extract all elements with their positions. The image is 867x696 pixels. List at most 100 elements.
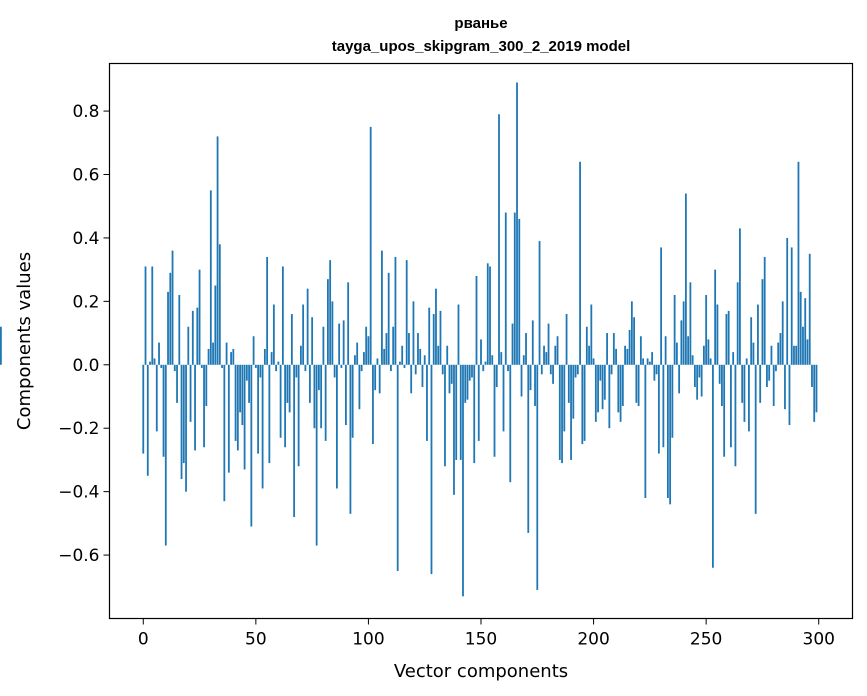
bar-148 bbox=[475, 275, 478, 365]
bar-92 bbox=[349, 364, 352, 514]
y-tick-label: 0.4 bbox=[72, 229, 99, 249]
bar-68 bbox=[295, 364, 298, 378]
bar-50 bbox=[254, 364, 257, 368]
bar-205 bbox=[603, 364, 606, 400]
bar-134 bbox=[444, 364, 446, 467]
bar-145 bbox=[468, 364, 471, 381]
bar-278 bbox=[768, 364, 771, 381]
bar-61 bbox=[279, 364, 282, 438]
bar-194 bbox=[579, 161, 581, 365]
bar-269 bbox=[748, 364, 750, 432]
bar-170 bbox=[525, 333, 527, 365]
bar-51 bbox=[257, 364, 259, 454]
bar-75 bbox=[311, 317, 314, 365]
bar-104 bbox=[376, 358, 379, 365]
x-tick-label: 250 bbox=[690, 630, 722, 650]
bar-4 bbox=[151, 266, 154, 365]
bar-260 bbox=[727, 310, 730, 365]
bar-37 bbox=[225, 342, 228, 365]
bar-14 bbox=[173, 364, 176, 372]
bar-17 bbox=[180, 364, 183, 479]
bar-176 bbox=[538, 241, 541, 365]
bar-250 bbox=[705, 295, 708, 365]
bar-120 bbox=[412, 301, 415, 365]
bar-28 bbox=[205, 364, 208, 407]
bar-99 bbox=[365, 326, 368, 365]
bar-272 bbox=[754, 364, 757, 514]
bar-139 bbox=[455, 364, 458, 460]
bar-133 bbox=[441, 364, 444, 375]
bar-63 bbox=[284, 364, 287, 448]
bar-70 bbox=[299, 345, 302, 365]
bar-41 bbox=[234, 364, 237, 441]
bar-11 bbox=[167, 291, 169, 365]
bar-107 bbox=[383, 348, 386, 365]
bar-165 bbox=[513, 212, 516, 365]
bar-210 bbox=[615, 348, 617, 365]
bar-129 bbox=[432, 314, 435, 365]
bar-74 bbox=[308, 364, 311, 403]
bar-110 bbox=[390, 364, 392, 372]
bar-193 bbox=[576, 364, 579, 375]
bar-126 bbox=[426, 364, 428, 441]
bar-141 bbox=[459, 364, 462, 460]
bar-192 bbox=[574, 364, 577, 378]
bar-214 bbox=[624, 345, 626, 365]
bar-242 bbox=[687, 336, 690, 365]
bar-159 bbox=[500, 352, 503, 365]
bar-121 bbox=[414, 364, 417, 375]
bar-60 bbox=[277, 361, 280, 365]
bar-238 bbox=[678, 364, 681, 394]
bar-150 bbox=[480, 339, 482, 365]
bar-108 bbox=[385, 333, 388, 365]
bar-171 bbox=[527, 364, 530, 533]
bar-95 bbox=[356, 342, 359, 365]
bar-198 bbox=[588, 345, 590, 365]
bar-240 bbox=[682, 301, 685, 365]
bar-81 bbox=[324, 364, 327, 441]
bar-114 bbox=[399, 361, 401, 365]
bar-155 bbox=[491, 355, 494, 365]
bar-26 bbox=[200, 364, 203, 368]
bar-185 bbox=[558, 364, 561, 460]
bar-267 bbox=[743, 364, 746, 422]
bar-30 bbox=[209, 190, 212, 365]
bar-251 bbox=[707, 339, 710, 365]
bar-223 bbox=[644, 364, 647, 498]
bar-228 bbox=[655, 364, 658, 375]
bar-279 bbox=[770, 345, 773, 365]
bar-146 bbox=[471, 364, 473, 378]
bar-180 bbox=[547, 323, 550, 365]
bar-77 bbox=[315, 364, 318, 546]
bar-20 bbox=[187, 326, 190, 365]
bar-213 bbox=[621, 364, 624, 407]
bar-239 bbox=[680, 320, 683, 365]
bar-245 bbox=[693, 364, 696, 387]
bar-258 bbox=[723, 364, 726, 457]
bar-221 bbox=[639, 336, 642, 365]
bar-169 bbox=[522, 355, 525, 365]
bar-234 bbox=[669, 364, 672, 505]
bar-195 bbox=[581, 364, 584, 445]
bar-101 bbox=[369, 126, 372, 365]
bar-263 bbox=[734, 364, 737, 467]
bar-222 bbox=[642, 358, 645, 365]
bar-116 bbox=[403, 364, 406, 368]
bar-202 bbox=[597, 364, 599, 413]
bar-34 bbox=[218, 244, 221, 365]
bar-54 bbox=[263, 348, 266, 365]
bar-285 bbox=[784, 364, 786, 410]
bar-0 bbox=[142, 364, 145, 454]
bar-259 bbox=[725, 314, 728, 365]
bar-111 bbox=[392, 326, 395, 365]
bar-15 bbox=[176, 364, 178, 403]
bar-22 bbox=[191, 310, 194, 365]
bar-3 bbox=[149, 361, 151, 365]
bar-53 bbox=[261, 364, 264, 489]
bar-140 bbox=[457, 304, 460, 365]
bar-289 bbox=[793, 345, 795, 365]
y-tick-label: 0.2 bbox=[72, 292, 99, 312]
bar-297 bbox=[811, 364, 813, 387]
bar-266 bbox=[741, 364, 744, 403]
